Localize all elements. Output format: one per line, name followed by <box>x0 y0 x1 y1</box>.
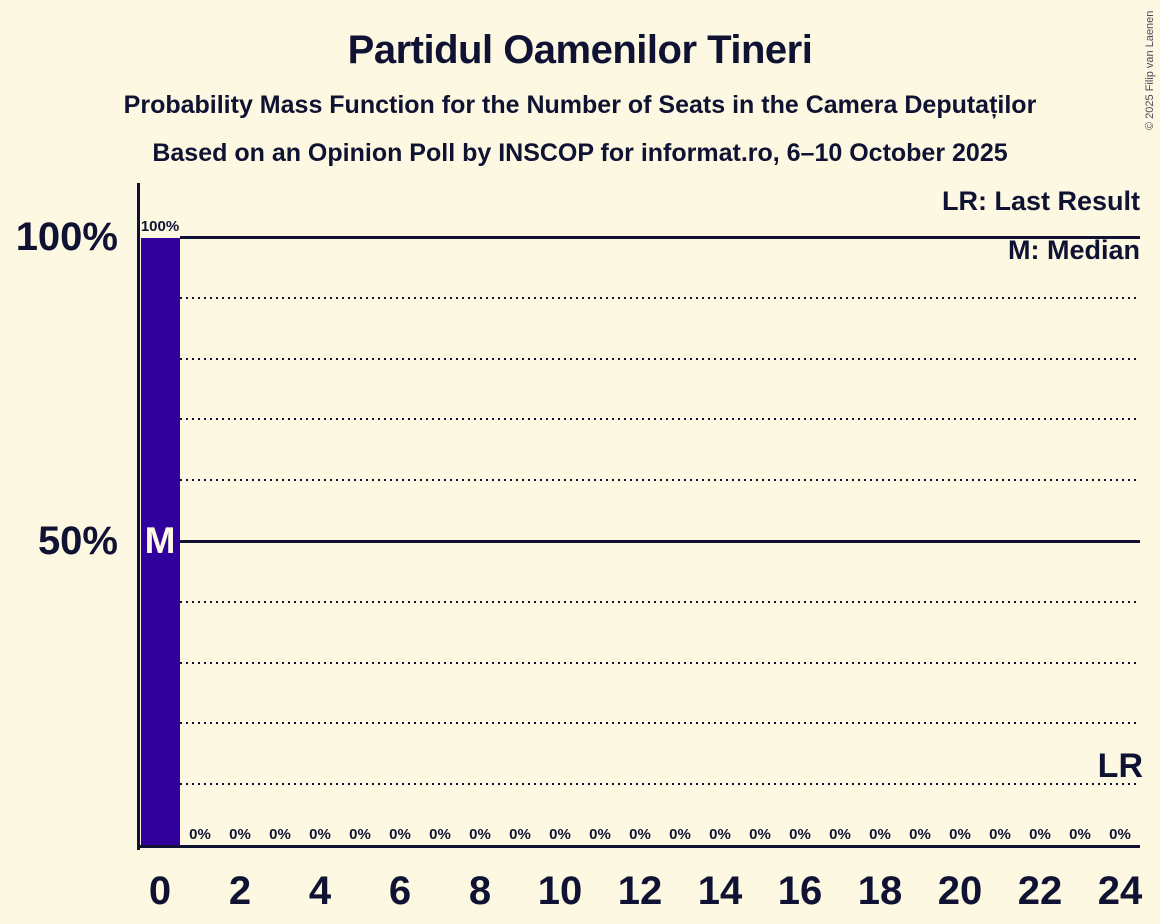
gridline-70pct <box>180 418 1140 421</box>
bar-value-label-seat-6: 0% <box>389 826 411 843</box>
gridline-80pct <box>180 357 1140 360</box>
gridline-10pct <box>180 783 1140 786</box>
median-marker: M <box>144 520 176 561</box>
x-axis-line <box>137 845 1140 848</box>
x-tick-label-4: 4 <box>308 869 332 913</box>
bar-value-label-seat-0: 100% <box>140 218 180 235</box>
bar-value-label-seat-3: 0% <box>269 826 291 843</box>
bar-value-label-seat-5: 0% <box>349 826 371 843</box>
bar-value-label-seat-4: 0% <box>309 826 331 843</box>
gridline-50pct <box>180 540 1140 543</box>
x-tick-label-16: 16 <box>777 869 823 913</box>
x-tick-label-10: 10 <box>537 869 583 913</box>
bar-value-label-seat-11: 0% <box>589 826 611 843</box>
bar-value-label-seat-12: 0% <box>629 826 651 843</box>
bar-value-label-seat-10: 0% <box>549 826 571 843</box>
gridline-30pct <box>180 661 1140 664</box>
y-tick-label-50: 50% <box>37 519 118 563</box>
page-title: Partidul Oamenilor Tineri <box>347 28 813 72</box>
bar-value-label-seat-17: 0% <box>829 826 851 843</box>
copyright-notice: © 2025 Filip van Laenen <box>1144 10 1156 130</box>
gridline-20pct <box>180 722 1140 725</box>
bar-value-label-seat-2: 0% <box>229 826 251 843</box>
poll-source-subtitle: Based on an Opinion Poll by INSCOP for i… <box>152 139 1008 167</box>
x-tick-label-20: 20 <box>937 869 983 913</box>
gridline-40pct <box>180 600 1140 603</box>
bar-value-label-seat-13: 0% <box>669 826 691 843</box>
bar-value-label-seat-16: 0% <box>789 826 811 843</box>
bar-value-label-seat-1: 0% <box>189 826 211 843</box>
x-tick-label-18: 18 <box>857 869 903 913</box>
x-tick-label-2: 2 <box>228 869 252 913</box>
legend-median: M: Median <box>1008 235 1140 265</box>
x-tick-label-22: 22 <box>1017 869 1063 913</box>
bar-value-label-seat-23: 0% <box>1069 826 1091 843</box>
x-tick-label-6: 6 <box>388 869 412 913</box>
bar-value-label-seat-15: 0% <box>749 826 771 843</box>
bar-value-label-seat-9: 0% <box>509 826 531 843</box>
x-tick-label-12: 12 <box>617 869 663 913</box>
gridline-90pct <box>180 296 1140 299</box>
y-axis-line <box>137 183 140 850</box>
x-tick-label-24: 24 <box>1097 869 1143 913</box>
gridline-60pct <box>180 479 1140 482</box>
x-tick-label-14: 14 <box>697 869 743 913</box>
bar-value-label-seat-7: 0% <box>429 826 451 843</box>
bar-value-label-seat-24: 0% <box>1109 826 1131 843</box>
x-tick-label-8: 8 <box>468 869 492 913</box>
bar-seat-0 <box>140 238 180 845</box>
bar-value-label-seat-20: 0% <box>949 826 971 843</box>
legend-last-result: LR: Last Result <box>941 186 1140 216</box>
bar-value-label-seat-18: 0% <box>869 826 891 843</box>
x-tick-label-0: 0 <box>148 869 172 913</box>
bar-value-label-seat-8: 0% <box>469 826 491 843</box>
bar-value-label-seat-22: 0% <box>1029 826 1051 843</box>
gridline-100pct <box>180 236 1140 239</box>
last-result-annotation: LR <box>1097 747 1143 785</box>
y-tick-label-100: 100% <box>15 215 118 259</box>
bar-value-label-seat-14: 0% <box>709 826 731 843</box>
bar-value-label-seat-21: 0% <box>989 826 1011 843</box>
bar-value-label-seat-19: 0% <box>909 826 931 843</box>
chart-subtitle: Probability Mass Function for the Number… <box>123 91 1037 119</box>
